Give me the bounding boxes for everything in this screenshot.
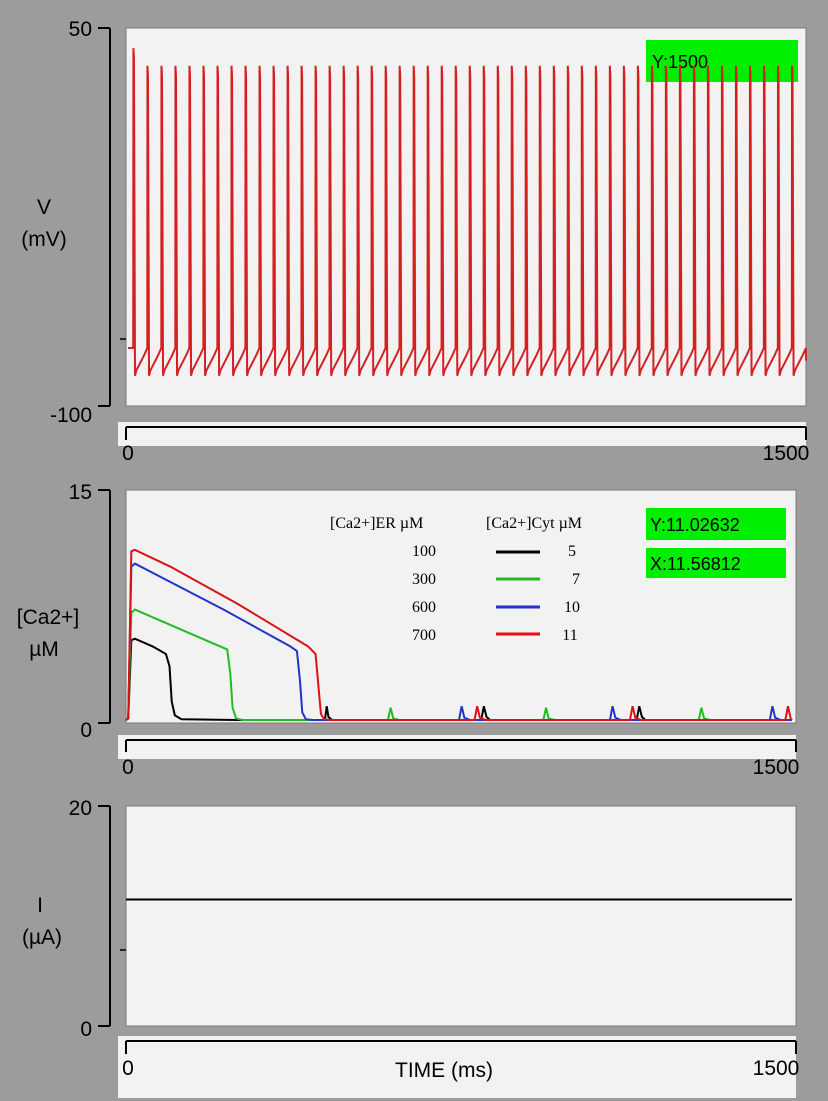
calcium-y-tick-label-top: 15 bbox=[69, 481, 92, 504]
calcium-ylabel-top: [Ca2+] bbox=[17, 606, 79, 629]
calcium-panel: 15 0 [Ca2+] µM 0 1500 Y:11.02632 X:11.56… bbox=[17, 481, 800, 779]
voltage-panel: 50 -100 V (mV) 0 1500 Y:1500 bbox=[21, 18, 809, 465]
voltage-axis-strip bbox=[118, 422, 806, 446]
calcium-x-tick-label-0: 0 bbox=[122, 756, 134, 779]
legend-cyt-10: 10 bbox=[564, 599, 580, 616]
calcium-y-readout: Y:11.02632 bbox=[650, 515, 740, 535]
calcium-ylabel-bottom: µM bbox=[29, 638, 59, 661]
voltage-y-tick-label-top: 50 bbox=[69, 18, 92, 41]
calcium-x-readout-badge bbox=[646, 548, 786, 578]
current-x-tick-label-1500: 1500 bbox=[753, 1057, 800, 1080]
calcium-x-tick-label-1500: 1500 bbox=[753, 756, 800, 779]
legend-cyt-11: 11 bbox=[562, 627, 577, 644]
calcium-y-readout-badge bbox=[646, 508, 786, 540]
current-axis-strip bbox=[118, 1036, 796, 1098]
calcium-traces bbox=[125, 548, 793, 721]
legend-er-100: 100 bbox=[412, 543, 436, 560]
calcium-y-tick-label-bottom: 0 bbox=[80, 719, 92, 742]
legend-er-300: 300 bbox=[412, 571, 436, 588]
legend-header-er: [Ca2+]ER µM bbox=[330, 515, 423, 532]
current-ylabel-top: I bbox=[37, 894, 43, 917]
voltage-trace bbox=[128, 48, 807, 376]
legend-header-cyt: [Ca2+]Cyt µM bbox=[486, 515, 582, 532]
legend-cyt-7: 7 bbox=[572, 571, 580, 588]
voltage-plot-area bbox=[125, 27, 807, 407]
current-panel: 20 0 I (µA) 0 1500 TIME (ms) bbox=[22, 797, 799, 1098]
voltage-y-tick-label-bottom: -100 bbox=[50, 404, 92, 427]
calcium-axis-strip bbox=[118, 735, 796, 759]
current-y-tick-label-top: 20 bbox=[69, 797, 92, 820]
calcium-trace-3 bbox=[125, 548, 793, 721]
current-xlabel: TIME (ms) bbox=[395, 1059, 493, 1082]
voltage-ylabel-bottom: (mV) bbox=[21, 228, 67, 251]
current-x-tick-label-0: 0 bbox=[122, 1057, 134, 1080]
voltage-x-tick-label-0: 0 bbox=[122, 442, 134, 465]
calcium-trace-1 bbox=[125, 608, 792, 721]
legend-er-600: 600 bbox=[412, 599, 436, 616]
voltage-ylabel-top: V bbox=[37, 196, 51, 219]
legend-cyt-5: 5 bbox=[568, 543, 576, 560]
calcium-x-readout: X:11.56812 bbox=[650, 554, 741, 574]
calcium-legend: [Ca2+]ER µM [Ca2+]Cyt µM 100 5 300 7 600… bbox=[330, 515, 582, 644]
legend-er-700: 700 bbox=[412, 627, 436, 644]
voltage-x-tick-label-1500: 1500 bbox=[763, 442, 810, 465]
current-ylabel-bottom: (µA) bbox=[22, 926, 62, 949]
current-plot-area bbox=[125, 805, 797, 1027]
current-y-tick-label-bottom: 0 bbox=[80, 1018, 92, 1041]
